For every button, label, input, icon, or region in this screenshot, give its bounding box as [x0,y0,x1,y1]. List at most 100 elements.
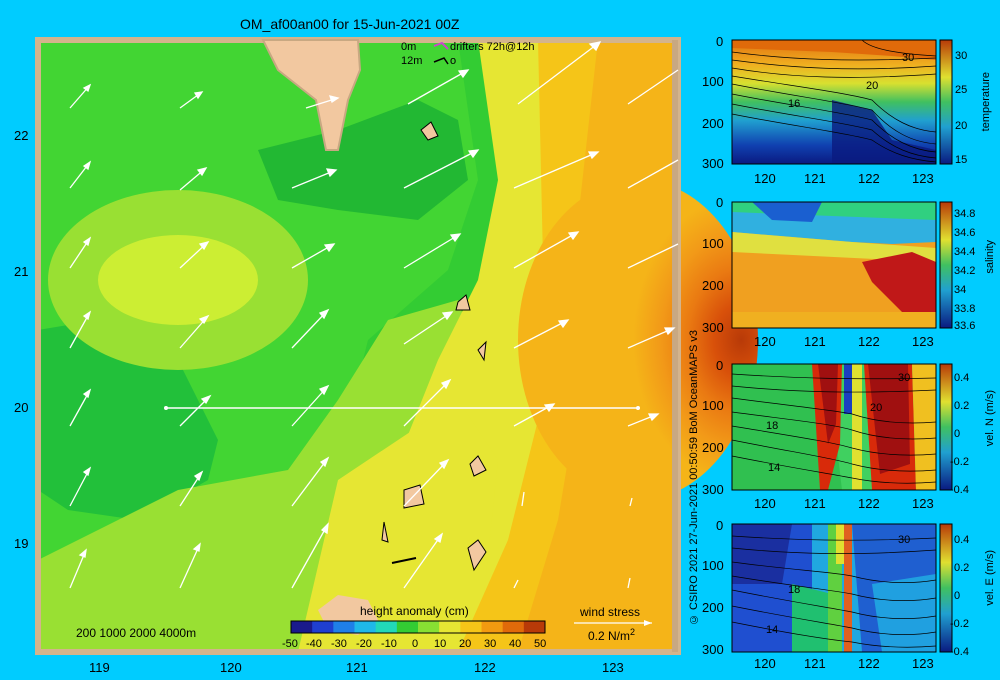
vel-e-colorbar [939,523,953,653]
main-map [35,37,758,655]
p2-lon-121: 121 [804,334,826,349]
veln-cb-tick: 0.2 [954,400,970,412]
temperature-colorbar [939,39,953,165]
p4-lon-123: 123 [912,656,934,671]
sal-cb-tick: 34.6 [954,227,976,239]
p4-depth-0: 0 [716,518,724,533]
sal-cb-tick: 33.8 [954,303,976,315]
p3-lon-121: 121 [804,496,826,511]
map-lat-label-19: 19 [14,536,29,551]
p2-lon-122: 122 [858,334,880,349]
map-lon-label-123: 123 [602,660,624,675]
temp-cb-tick: 30 [955,50,968,62]
temp-contour-label-16: 16 [788,98,801,110]
vel-e-section: 30 18 14 [731,523,937,653]
map-lat-label-20: 20 [14,400,29,415]
vel-n-colorbar [939,363,953,491]
sal-cb-tick: 34.4 [954,246,976,258]
sal-cb-tick: 34.2 [954,265,976,277]
colorbar-tick: 40 [509,638,522,650]
colorbar-segment [375,621,398,633]
p3-depth-0: 0 [716,358,724,373]
vele-cb-tick: 0 [954,590,961,602]
p1-depth-300: 300 [702,156,724,171]
vele-contour-label-30: 30 [898,534,911,546]
sal-cb-tick: 34 [954,284,967,296]
temp-cb-tick: 15 [955,154,968,166]
wind-stress-legend-label: wind stress [580,605,641,619]
vele-contour-label-18: 18 [788,584,801,596]
map-lat-label-21: 21 [14,264,29,279]
colorbar-tick: 20 [459,638,472,650]
p2-depth-0: 0 [716,195,724,210]
map-lon-label-120: 120 [220,660,242,675]
veln-contour-label-30: 30 [898,372,911,384]
p2-lon-123: 123 [912,334,934,349]
p1-lon-123: 123 [912,171,934,186]
p3-depth-200: 200 [702,440,724,455]
temperature-label: temperature [980,72,992,132]
map-lon-label-121: 121 [346,660,368,675]
colorbar-segment [333,621,355,633]
colorbar-tick: -10 [381,638,397,650]
colorbar-ticks: -50 -40 -30 -20 -10 0 10 20 30 40 50 [282,638,552,652]
colorbar-segment [460,621,482,633]
p1-depth-200: 200 [702,116,724,131]
p4-depth-300: 300 [702,642,724,657]
p1-depth-100: 100 [702,74,724,89]
sal-cb-tick: 34.8 [954,208,976,220]
p1-lon-122: 122 [858,171,880,186]
wind-stress-arrows [69,41,679,589]
map-lat-label-22: 22 [14,128,29,143]
salinity-colorbar [939,201,953,329]
veln-cb-tick: -0.2 [950,456,969,468]
temp-contour-label-30: 30 [902,52,915,64]
colorbar-title: height anomaly (cm) [360,604,469,618]
salinity-field [731,201,937,329]
colorbar-segment [439,621,461,633]
vel-n-field [731,363,937,491]
salinity-label: salinity [984,240,996,274]
p4-lon-121: 121 [804,656,826,671]
sal-cb-tick: 33.6 [954,320,976,332]
temperature-section: 30 20 16 [731,39,937,165]
p1-lon-121: 121 [804,171,826,186]
vele-cb-tick: -0.2 [950,618,969,630]
colorbar-tick: -30 [331,638,347,650]
temperature-field [731,39,937,165]
veln-contour-label-18: 18 [766,420,779,432]
veln-contour-label-14: 14 [768,462,781,474]
temp-contour-label-20: 20 [866,80,879,92]
colorbar-tick: -50 [282,638,298,650]
map-lon-label-122: 122 [474,660,496,675]
p2-depth-200: 200 [702,278,724,293]
temp-cb-tick: 25 [955,84,968,96]
p4-depth-200: 200 [702,600,724,615]
drifter-legend-o: o [450,55,457,67]
figure-title: OM_af00an00 for 15-Jun-2021 00Z [240,16,460,32]
colorbar-segment [396,621,419,633]
p4-depth-100: 100 [702,558,724,573]
height-anomaly-field [35,37,758,655]
colorbar-segment [481,621,504,633]
colorbar-segment [354,621,377,633]
vel-n-label: vel. N (m/s) [984,390,996,447]
p4-lon-120: 120 [754,656,776,671]
vele-cb-tick: 0.4 [954,534,970,546]
p4-lon-122: 122 [858,656,880,671]
colorbar-tick: 10 [434,638,447,650]
veln-cb-tick: -0.4 [950,484,969,496]
drifter-legend-12m: 12m [401,55,423,67]
vele-contour-label-14: 14 [766,624,779,636]
colorbar-segment [418,621,440,633]
p3-depth-300: 300 [702,482,724,497]
colorbar-tick: 50 [534,638,547,650]
drifter-legend-text: drifters 72h@12h [450,41,535,53]
temp-cb-tick: 20 [955,120,968,132]
wind-stress-legend-value: 0.2 N/m2 [588,627,635,643]
p3-lon-123: 123 [912,496,934,511]
p2-depth-300: 300 [702,320,724,335]
p2-depth-100: 100 [702,236,724,251]
depth-legend: 200 1000 2000 4000m [76,626,197,640]
colorbar-tick: 0 [412,638,419,650]
